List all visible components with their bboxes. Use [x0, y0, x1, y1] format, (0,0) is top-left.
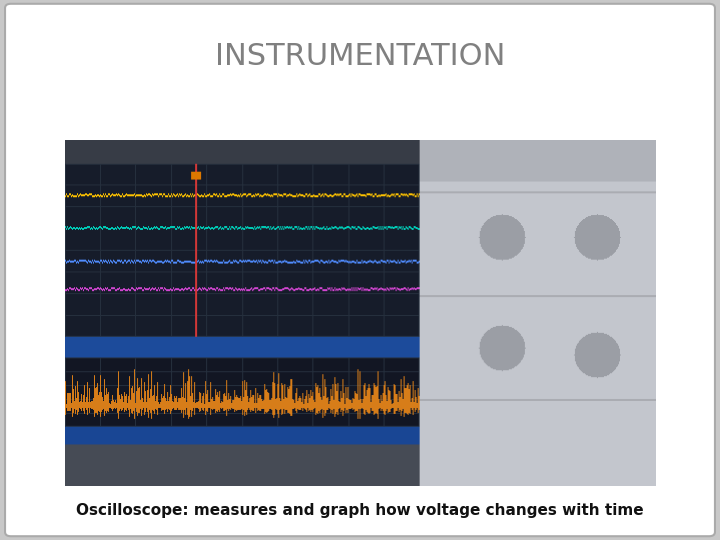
Text: INSTRUMENTATION: INSTRUMENTATION	[215, 42, 505, 71]
FancyBboxPatch shape	[5, 4, 715, 536]
Text: Oscilloscope: measures and graph how voltage changes with time: Oscilloscope: measures and graph how vol…	[76, 503, 644, 518]
